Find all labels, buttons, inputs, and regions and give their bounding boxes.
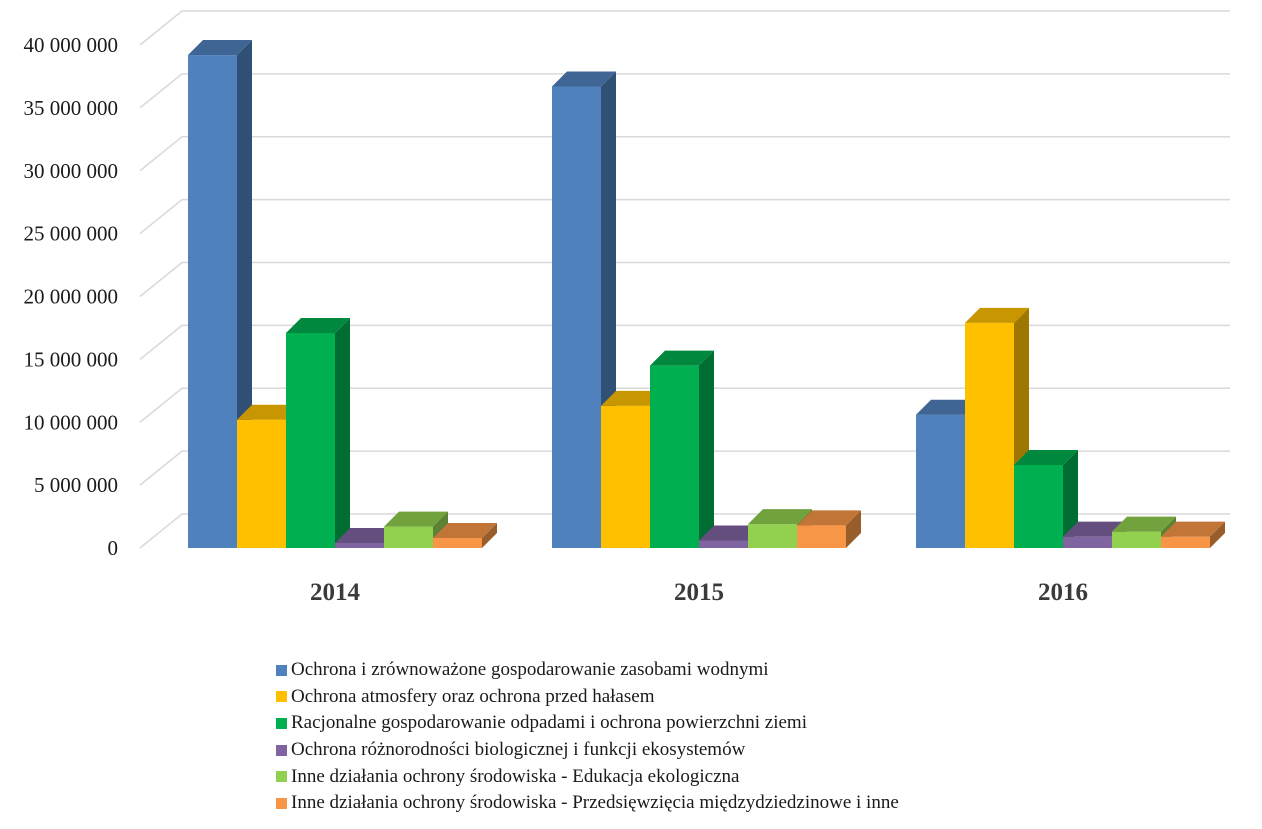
bar bbox=[650, 350, 714, 548]
bar bbox=[384, 511, 448, 548]
legend-label: Ochrona atmosfery oraz ochrona przed hał… bbox=[291, 685, 655, 707]
legend-swatch bbox=[276, 691, 287, 703]
bars bbox=[188, 40, 1225, 549]
gridline bbox=[139, 324, 1230, 360]
y-tick-label: 5 000 000 bbox=[34, 473, 118, 497]
y-tick-label: 35 000 000 bbox=[24, 96, 119, 120]
gridline bbox=[139, 450, 1230, 486]
y-axis-ticks: 0 5 000 000 10 000 000 15 000 000 20 000 000… bbox=[24, 33, 119, 560]
gridline bbox=[139, 513, 1230, 549]
legend-item: Ochrona atmosfery oraz ochrona przed hał… bbox=[276, 684, 899, 711]
legend: Ochrona i zrównoważone gospodarowanie za… bbox=[276, 657, 899, 817]
legend-label: Ochrona i zrównoważone gospodarowanie za… bbox=[291, 659, 769, 681]
legend-swatch bbox=[276, 797, 287, 809]
y-tick-label: 40 000 000 bbox=[24, 33, 119, 57]
legend-item: Inne działania ochrony środowiska - Eduk… bbox=[276, 763, 899, 790]
legend-swatch bbox=[276, 664, 287, 676]
gridline bbox=[139, 136, 1230, 172]
y-tick-label: 25 000 000 bbox=[24, 222, 119, 246]
bar bbox=[797, 510, 861, 548]
legend-label: Ochrona różnorodności biologicznej i fun… bbox=[291, 739, 746, 761]
gridline bbox=[139, 261, 1230, 298]
gridline bbox=[139, 73, 1230, 109]
gridline bbox=[139, 10, 1230, 46]
x-category-label: 2014 bbox=[310, 579, 361, 606]
y-tick-label: 0 bbox=[108, 536, 119, 560]
bar bbox=[1112, 516, 1176, 548]
y-tick-label: 15 000 000 bbox=[24, 347, 119, 371]
legend-item: Inne działania ochrony środowiska - Prze… bbox=[276, 790, 899, 817]
x-category-label: 2016 bbox=[1038, 579, 1088, 606]
legend-item: Ochrona różnorodności biologicznej i fun… bbox=[276, 737, 899, 764]
legend-label: Inne działania ochrony środowiska - Prze… bbox=[291, 792, 899, 814]
legend-label: Inne działania ochrony środowiska - Eduk… bbox=[291, 765, 740, 787]
legend-label: Racjonalne gospodarowanie odpadami i och… bbox=[291, 712, 807, 734]
gridline bbox=[139, 198, 1230, 235]
bar bbox=[1014, 450, 1078, 548]
y-tick-label: 30 000 000 bbox=[24, 159, 119, 183]
legend-item: Racjonalne gospodarowanie odpadami i och… bbox=[276, 710, 899, 737]
x-category-label: 2015 bbox=[674, 579, 724, 606]
x-axis-labels: 2014 2015 2016 bbox=[310, 579, 1088, 606]
legend-swatch bbox=[276, 717, 287, 729]
legend-swatch bbox=[276, 744, 287, 756]
bar bbox=[286, 317, 350, 548]
chart: 0 5 000 000 10 000 000 15 000 000 20 000 000… bbox=[24, 10, 1230, 606]
legend-swatch bbox=[276, 771, 287, 783]
legend-item: Ochrona i zrównoważone gospodarowanie za… bbox=[276, 657, 899, 684]
bar bbox=[1161, 521, 1225, 548]
bar bbox=[433, 522, 497, 548]
gridlines bbox=[139, 10, 1230, 549]
y-tick-label: 20 000 000 bbox=[24, 285, 119, 309]
y-tick-label: 10 000 000 bbox=[24, 410, 119, 434]
gridline bbox=[139, 387, 1230, 423]
